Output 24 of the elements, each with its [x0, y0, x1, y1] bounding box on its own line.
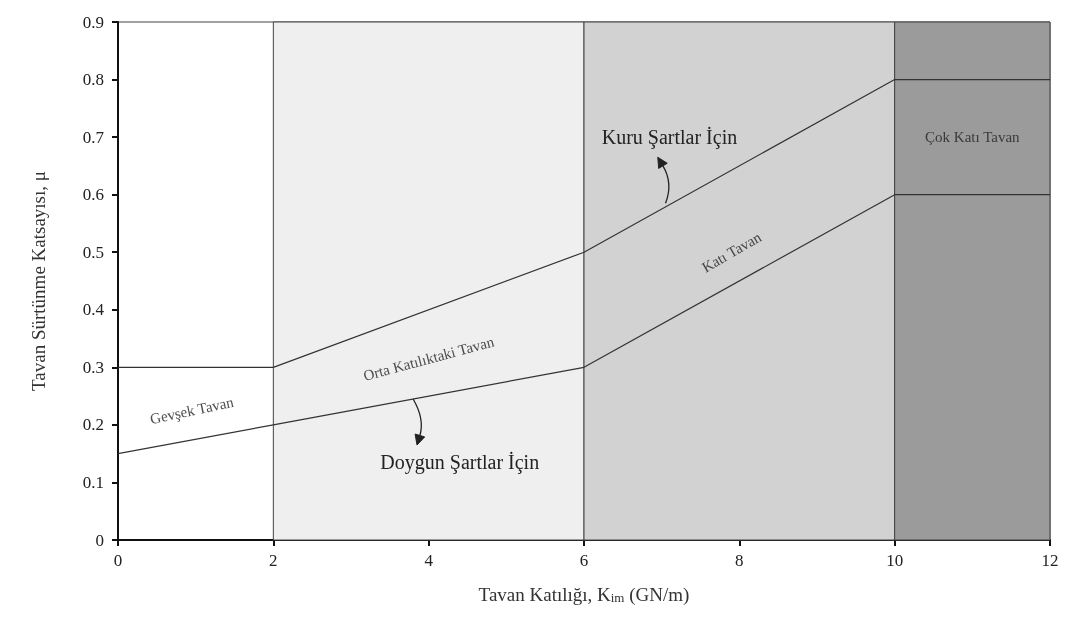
x-axis-title: Tavan Katılığı, Kim (GN/m) — [478, 584, 690, 606]
y-tick-label: 0.3 — [82, 357, 104, 377]
y-tick-label: 0.2 — [82, 415, 104, 435]
y-tick-label: 0.8 — [82, 70, 104, 90]
x-tick-label: 2 — [269, 551, 278, 570]
y-tick-label: 0 — [95, 530, 104, 550]
y-tick-label: 0.9 — [82, 12, 104, 32]
series-label: Kuru Şartlar İçin — [601, 126, 738, 150]
y-tick-label: 0.4 — [82, 300, 105, 320]
y-tick-label: 0.5 — [82, 242, 104, 262]
text: Doygun Şartlar İçin — [380, 451, 540, 475]
x-tick-label: 4 — [424, 551, 434, 570]
y-tick-label: 0.1 — [82, 472, 104, 492]
x-tick-label: 10 — [886, 551, 904, 570]
y-tick-label: 0.7 — [82, 127, 105, 147]
y-axis-title: Tavan Sürtünme Katsayısı, μ — [28, 171, 49, 391]
x-tick-label: 12 — [1041, 551, 1059, 570]
annotation: Gevşek Tavan — [148, 393, 236, 428]
annotation: Çok Katı Tavan — [925, 129, 1021, 146]
x-tick-label: 6 — [579, 551, 589, 570]
annotation: Katı Tavan — [699, 228, 765, 276]
x-tick-label: 0 — [113, 551, 123, 570]
y-tick-label: 0.6 — [82, 185, 104, 205]
x-tick-label: 8 — [735, 551, 744, 570]
